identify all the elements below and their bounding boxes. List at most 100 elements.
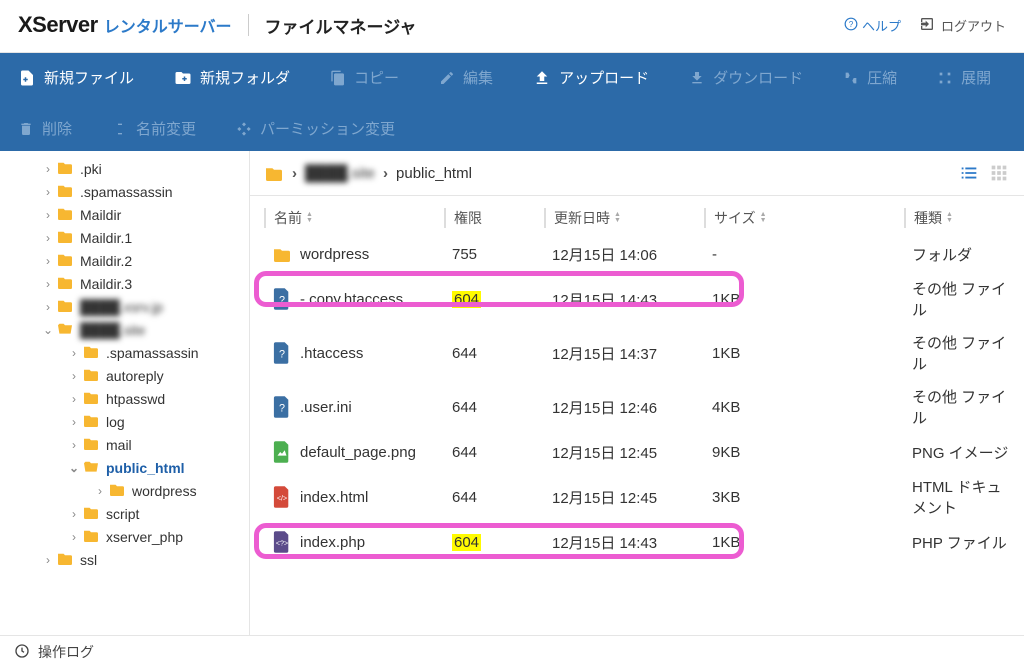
- sort-icon: ▲▼: [760, 212, 767, 224]
- tree-arrow-icon: ›: [66, 507, 82, 521]
- sort-icon: ▲▼: [614, 212, 621, 224]
- tree-item[interactable]: ⌄public_html: [0, 456, 249, 479]
- logout-icon: [919, 16, 935, 35]
- file-perm: 644: [444, 444, 544, 461]
- file-name: index.html: [300, 489, 368, 506]
- file-perm: 755: [444, 246, 544, 263]
- tree-item-label: xserver_php: [106, 529, 183, 545]
- table-row[interactable]: default_page.png64412月15日 12:459KBPNG イメ…: [250, 434, 1024, 470]
- tree-sidebar[interactable]: ›.pki›.spamassassin›Maildir›Maildir.1›Ma…: [0, 151, 250, 635]
- toolbar-permission: パーミッション変更: [236, 118, 395, 139]
- view-grid-button[interactable]: [988, 162, 1010, 184]
- table-row[interactable]: ?.htaccess64412月15日 14:371KBその他 ファイル: [250, 326, 1024, 380]
- file-name: .user.ini: [300, 399, 352, 416]
- tree-item[interactable]: ›autoreply: [0, 364, 249, 387]
- tree-item-label: .spamassassin: [106, 345, 199, 361]
- main-area: ›.pki›.spamassassin›Maildir›Maildir.1›Ma…: [0, 151, 1024, 635]
- tree-item[interactable]: ›Maildir.2: [0, 249, 249, 272]
- tree-item[interactable]: ›.spamassassin: [0, 341, 249, 364]
- th-size[interactable]: サイズ▲▼: [704, 208, 904, 228]
- tree-arrow-icon: ›: [40, 231, 56, 245]
- tree-arrow-icon: ›: [66, 392, 82, 406]
- file-icon: [272, 440, 292, 464]
- tree-item-label: ████.xsrv.jp: [80, 299, 163, 315]
- tree-arrow-icon: ›: [66, 415, 82, 429]
- view-list-button[interactable]: [958, 162, 980, 184]
- tree-item[interactable]: ›wordpress: [0, 479, 249, 502]
- tree-item-label: ssl: [80, 552, 97, 568]
- tree-arrow-icon: ›: [40, 185, 56, 199]
- file-type: PNG イメージ: [904, 442, 1010, 463]
- file-date: 12月15日 14:43: [544, 532, 704, 553]
- help-label: ヘルプ: [862, 16, 901, 35]
- tree-item[interactable]: › xserver_php: [0, 525, 249, 548]
- table-row[interactable]: ?- copy.htaccess60412月15日 14:431KBその他 ファ…: [250, 272, 1024, 326]
- file-perm: 644: [444, 489, 544, 506]
- folder-icon: [82, 459, 100, 476]
- toolbar-edit: 編集: [439, 67, 493, 88]
- tree-item[interactable]: ›.pki: [0, 157, 249, 180]
- file-type: その他 ファイル: [904, 386, 1010, 428]
- toolbar-new-file[interactable]: 新規ファイル: [18, 67, 134, 88]
- folder-icon: [82, 367, 100, 384]
- table-row[interactable]: ?.user.ini64412月15日 12:464KBその他 ファイル: [250, 380, 1024, 434]
- file-size: 1KB: [704, 291, 904, 308]
- tree-item[interactable]: ⌄████.site: [0, 318, 249, 341]
- file-icon: ?: [272, 395, 292, 419]
- tree-item[interactable]: ›.spamassassin: [0, 180, 249, 203]
- toolbar: 新規ファイル 新規フォルダ コピー 編集 アップロード ダウンロード 圧縮 展開…: [0, 53, 1024, 151]
- tree-item-label: Maildir.3: [80, 276, 132, 292]
- table-row[interactable]: <?>index.php60412月15日 14:431KBPHP ファイル: [250, 524, 1024, 560]
- tree-arrow-icon: ›: [66, 530, 82, 544]
- file-size: 9KB: [704, 444, 904, 461]
- tree-arrow-icon: ›: [66, 438, 82, 452]
- file-date: 12月15日 14:43: [544, 289, 704, 310]
- help-link[interactable]: ? ヘルプ: [844, 16, 901, 35]
- folder-icon: [56, 160, 74, 177]
- file-size: 4KB: [704, 399, 904, 416]
- tree-item[interactable]: ›log: [0, 410, 249, 433]
- tree-item-label: ████.site: [80, 322, 145, 338]
- tree-item[interactable]: ›Maildir.3: [0, 272, 249, 295]
- tree-item[interactable]: ›htpasswd: [0, 387, 249, 410]
- tree-arrow-icon: ›: [40, 254, 56, 268]
- tree-item[interactable]: › mail: [0, 433, 249, 456]
- file-size: 1KB: [704, 345, 904, 362]
- footer-bar[interactable]: 操作ログ: [0, 635, 1024, 668]
- tree-item[interactable]: › ████.xsrv.jp: [0, 295, 249, 318]
- file-size: -: [704, 246, 904, 263]
- footer-log-label: 操作ログ: [38, 642, 94, 662]
- tree-item[interactable]: ›script: [0, 502, 249, 525]
- th-type[interactable]: 種類▲▼: [904, 208, 1010, 228]
- tree-item-label: Maildir: [80, 207, 121, 223]
- file-type: その他 ファイル: [904, 278, 1010, 320]
- table-header: 名前▲▼ 権限 更新日時▲▼ サイズ▲▼ 種類▲▼: [250, 196, 1024, 236]
- tree-item[interactable]: ›Maildir: [0, 203, 249, 226]
- table-row[interactable]: wordpress75512月15日 14:06-フォルダ: [250, 236, 1024, 272]
- clock-icon: [14, 643, 30, 662]
- tree-arrow-icon: ›: [40, 300, 56, 314]
- th-date[interactable]: 更新日時▲▼: [544, 208, 704, 228]
- header-divider: [248, 14, 249, 36]
- toolbar-delete: 削除: [18, 118, 72, 139]
- breadcrumb-site[interactable]: ████.site: [305, 165, 375, 182]
- header-bar: XServer レンタルサーバー ファイルマネージャ ? ヘルプ ログアウト: [0, 0, 1024, 53]
- th-perm[interactable]: 権限: [444, 208, 544, 228]
- th-name[interactable]: 名前▲▼: [264, 208, 444, 228]
- breadcrumb-current[interactable]: public_html: [396, 165, 472, 182]
- tree-item-label: mail: [106, 437, 132, 453]
- toolbar-upload[interactable]: アップロード: [533, 67, 649, 88]
- logout-link[interactable]: ログアウト: [919, 16, 1006, 35]
- file-perm: 604: [444, 291, 544, 308]
- tree-item[interactable]: › ssl: [0, 548, 249, 571]
- table-row[interactable]: </>index.html64412月15日 12:453KBHTML ドキュメ…: [250, 470, 1024, 524]
- folder-icon: [56, 551, 74, 568]
- toolbar-new-folder[interactable]: 新規フォルダ: [174, 67, 290, 88]
- tree-item[interactable]: ›Maildir.1: [0, 226, 249, 249]
- file-type: HTML ドキュメント: [904, 476, 1010, 518]
- breadcrumb-sep: ›: [292, 165, 297, 182]
- sort-icon: ▲▼: [306, 212, 313, 224]
- tree-arrow-icon: ›: [40, 162, 56, 176]
- tree-arrow-icon: ›: [40, 553, 56, 567]
- svg-text:?: ?: [279, 403, 285, 415]
